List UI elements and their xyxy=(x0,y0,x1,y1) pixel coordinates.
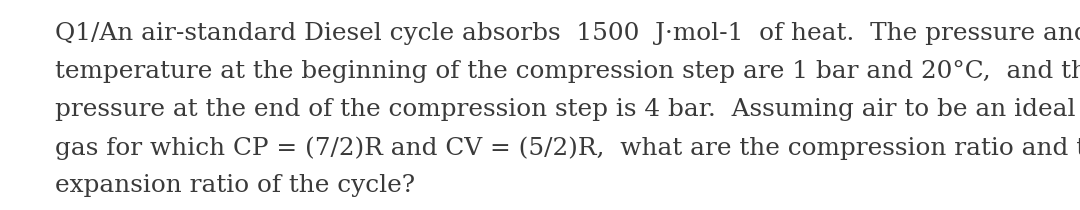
Text: expansion ratio of the cycle?: expansion ratio of the cycle? xyxy=(55,174,415,197)
Text: temperature at the beginning of the compression step are 1 bar and 20°C,  and th: temperature at the beginning of the comp… xyxy=(55,60,1080,83)
Text: Q1/An air-standard Diesel cycle absorbs  1500  J·mol-1  of heat.  The pressure a: Q1/An air-standard Diesel cycle absorbs … xyxy=(55,22,1080,45)
Text: pressure at the end of the compression step is 4 bar.  Assuming air to be an ide: pressure at the end of the compression s… xyxy=(55,98,1076,121)
Text: gas for which ​CP​ = (7/2)​R​ and ​CV​ = (5/2)​R​,  what are the compression rat: gas for which ​CP​ = (7/2)​R​ and ​CV​ =… xyxy=(55,136,1080,160)
